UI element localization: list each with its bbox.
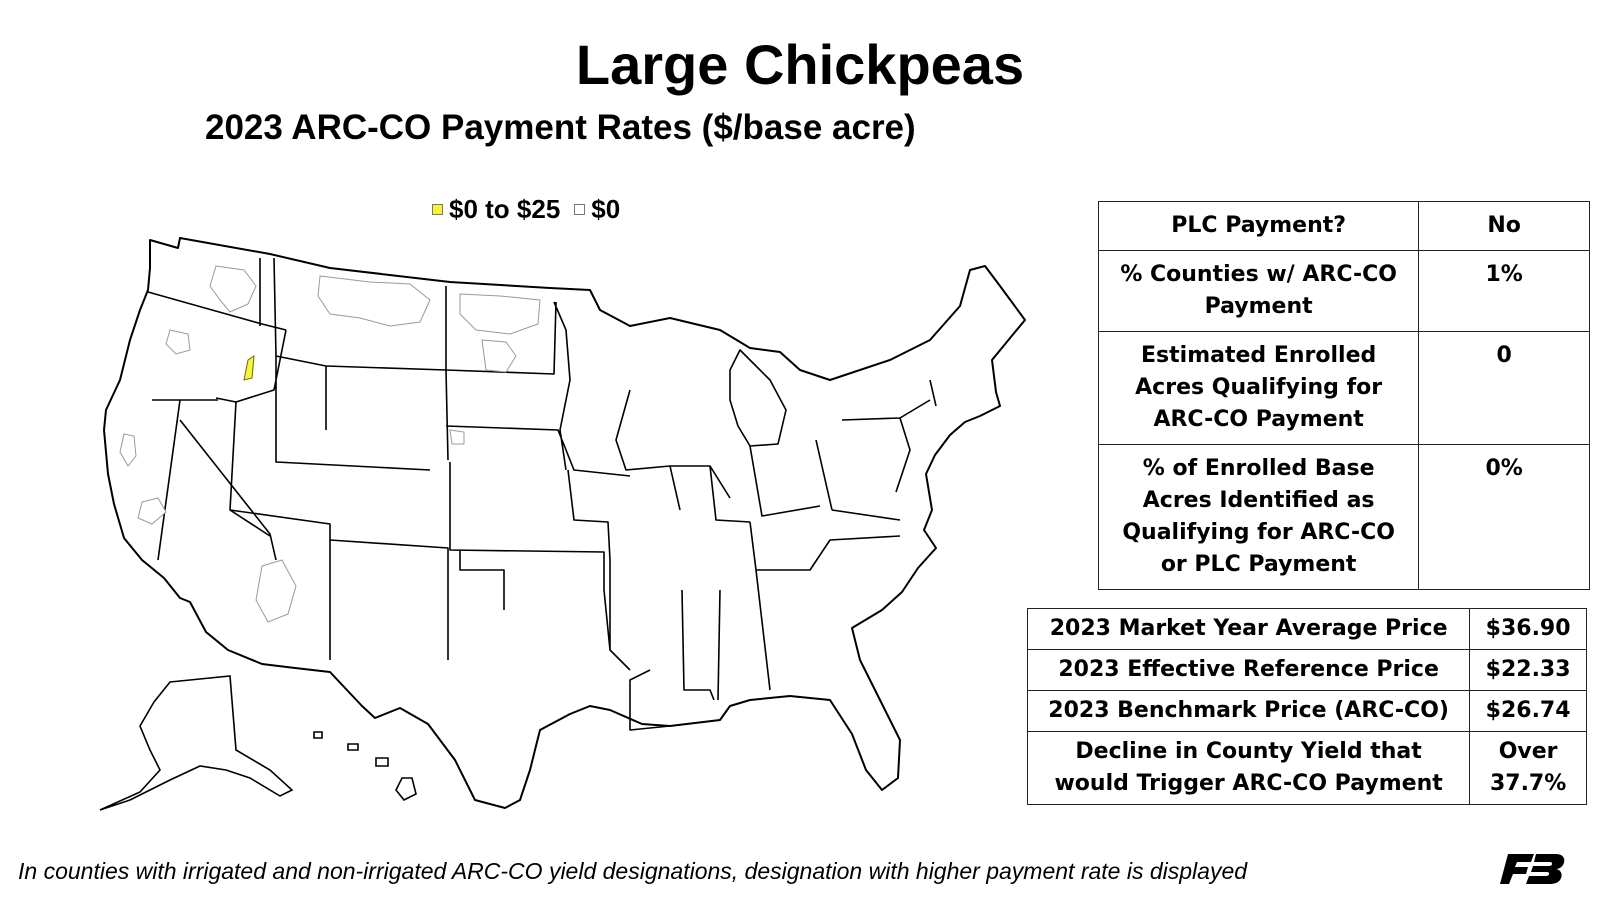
plc-label-2: Estimated Enrolled Acres Qualifying for … xyxy=(1097,331,1420,445)
conus-outline xyxy=(103,237,1026,809)
legend-item-zero: $0 xyxy=(574,194,620,225)
plc-value-0: No xyxy=(1418,201,1590,251)
legend-label-payment: $0 to $25 xyxy=(449,194,561,224)
table-row: % of Enrolled Base Acres Identified as Q… xyxy=(1097,444,1590,590)
legend-label-zero: $0 xyxy=(591,194,621,224)
plc-value-1: 1% xyxy=(1418,250,1590,332)
table-row: 2023 Market Year Average Price $36.90 xyxy=(1026,608,1587,650)
plc-summary-table: PLC Payment? No % Counties w/ ARC-CO Pay… xyxy=(1097,201,1590,590)
county-cluster-ne xyxy=(449,429,465,445)
map-subtitle: 2023 ARC-CO Payment Rates ($/base acre) xyxy=(205,108,916,147)
price-label-1: 2023 Effective Reference Price xyxy=(1026,649,1471,691)
table-row: % Counties w/ ARC-CO Payment 1% xyxy=(1097,250,1590,332)
plc-label-0: PLC Payment? xyxy=(1097,201,1420,251)
legend-swatch-zero xyxy=(574,204,586,215)
alaska-outline xyxy=(99,675,294,811)
price-value-1: $22.33 xyxy=(1469,649,1587,691)
hawaii-maui xyxy=(375,757,389,767)
hawaii-kauai xyxy=(313,731,323,739)
table-row: 2023 Effective Reference Price $22.33 xyxy=(1026,649,1587,691)
price-value-3: Over 37.7% xyxy=(1469,731,1587,805)
footnote: In counties with irrigated and non-irrig… xyxy=(18,858,1248,884)
plc-value-2: 0 xyxy=(1418,331,1590,445)
county-cluster-sd xyxy=(481,339,517,373)
map-title: Large Chickpeas xyxy=(575,33,1025,96)
table-row: 2023 Benchmark Price (ARC-CO) $26.74 xyxy=(1026,690,1587,732)
price-value-0: $36.90 xyxy=(1469,608,1587,650)
price-value-2: $26.74 xyxy=(1469,690,1587,732)
county-cluster-or xyxy=(165,329,191,355)
price-label-3: Decline in County Yield that would Trigg… xyxy=(1026,731,1471,805)
price-label-0: 2023 Market Year Average Price xyxy=(1026,608,1471,650)
table-row: Decline in County Yield that would Trigg… xyxy=(1026,731,1587,805)
legend-swatch-payment xyxy=(432,204,443,215)
county-cluster-wa xyxy=(209,265,257,313)
price-summary-table: 2023 Market Year Average Price $36.90 20… xyxy=(1026,608,1587,805)
plc-value-3: 0% xyxy=(1418,444,1590,590)
michigan-lower xyxy=(729,349,787,447)
county-cluster-az xyxy=(255,559,297,623)
table-row: PLC Payment? No xyxy=(1097,201,1590,251)
state-borders xyxy=(147,257,937,731)
county-cluster-ca2 xyxy=(137,497,167,525)
map-legend: $0 to $25 $0 xyxy=(432,194,634,225)
plc-label-1: % Counties w/ ARC-CO Payment xyxy=(1097,250,1420,332)
county-cluster-nd xyxy=(459,293,541,335)
hawaii-island xyxy=(395,777,417,802)
county-cluster-ca xyxy=(119,433,137,467)
legend-item-payment: $0 to $25 xyxy=(432,194,560,225)
hawaii-oahu xyxy=(347,743,359,751)
farm-bureau-logo xyxy=(1500,850,1570,888)
price-label-2: 2023 Benchmark Price (ARC-CO) xyxy=(1026,690,1471,732)
table-row: Estimated Enrolled Acres Qualifying for … xyxy=(1097,331,1590,445)
us-county-map xyxy=(30,230,1070,840)
payment-county-idaho xyxy=(243,355,255,381)
county-cluster-mt xyxy=(317,275,431,327)
plc-label-3: % of Enrolled Base Acres Identified as Q… xyxy=(1097,444,1420,590)
